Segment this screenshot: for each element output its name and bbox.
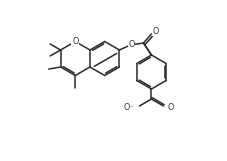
Text: O: O — [72, 37, 79, 46]
Text: O⁻: O⁻ — [124, 103, 134, 112]
Text: O: O — [128, 39, 135, 48]
Text: O: O — [152, 27, 159, 35]
Text: O: O — [168, 103, 174, 112]
